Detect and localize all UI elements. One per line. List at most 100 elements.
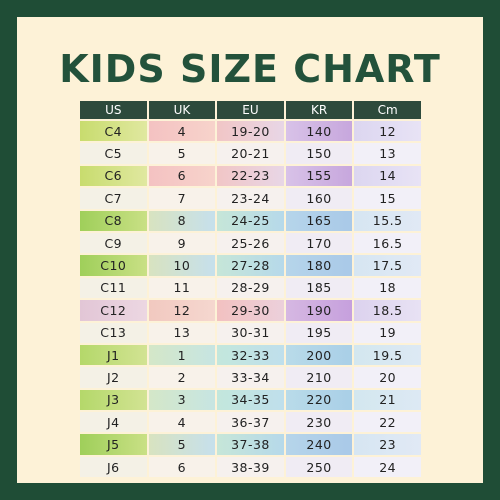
- cell-uk: 4: [148, 121, 216, 142]
- cell-uk: 2: [148, 367, 216, 388]
- cell-us: J5: [80, 434, 147, 455]
- page-title: KIDS SIZE CHART: [59, 47, 441, 91]
- cell-us: C8: [80, 210, 147, 231]
- cell-eu: 34-35: [217, 389, 284, 411]
- column-header-us: US: [80, 101, 147, 119]
- table-row: C7 7 23-24 160 15: [80, 188, 421, 209]
- cell-cm: 13: [354, 143, 421, 164]
- cell-eu: 22-23: [217, 165, 284, 187]
- cell-cm: 15.5: [354, 210, 421, 231]
- cell-cm: 18: [354, 277, 421, 299]
- table-row: C4 4 19-20 140 12: [80, 121, 421, 142]
- cell-cm: 15: [354, 188, 421, 209]
- cell-eu: 24-25: [217, 210, 284, 231]
- cell-kr: 170: [285, 232, 353, 254]
- cell-eu: 28-29: [217, 277, 284, 299]
- cell-kr: 250: [285, 456, 353, 478]
- cell-uk: 4: [148, 412, 216, 433]
- table-row: C11 11 28-29 185 18: [80, 277, 421, 299]
- cell-eu: 25-26: [217, 232, 284, 254]
- cell-eu: 38-39: [217, 456, 284, 478]
- table-row: C5 5 20-21 150 13: [80, 143, 421, 164]
- table-row: C10 10 27-28 180 17.5: [80, 255, 421, 276]
- cell-eu: 32-33: [217, 344, 284, 366]
- cell-kr: 180: [285, 255, 353, 276]
- cell-eu: 36-37: [217, 412, 284, 433]
- cell-us: C13: [80, 322, 147, 343]
- cell-kr: 155: [285, 165, 353, 187]
- cell-uk: 11: [148, 277, 216, 299]
- cell-kr: 185: [285, 277, 353, 299]
- cell-kr: 165: [285, 210, 353, 231]
- cell-kr: 150: [285, 143, 353, 164]
- cell-uk: 13: [148, 322, 216, 343]
- table-row: J4 4 36-37 230 22: [80, 412, 421, 433]
- cell-us: C12: [80, 300, 147, 321]
- cell-us: J2: [80, 367, 147, 388]
- cell-eu: 37-38: [217, 434, 284, 455]
- column-header-kr: KR: [285, 101, 353, 119]
- cell-us: J6: [80, 456, 147, 478]
- cell-cm: 18.5: [354, 300, 421, 321]
- cell-kr: 160: [285, 188, 353, 209]
- cell-eu: 33-34: [217, 367, 284, 388]
- cell-cm: 12: [354, 121, 421, 142]
- table-row: C6 6 22-23 155 14: [80, 165, 421, 187]
- column-header-uk: UK: [148, 101, 216, 119]
- column-header-cm: Cm: [354, 101, 421, 119]
- cell-us: C11: [80, 277, 147, 299]
- cell-eu: 20-21: [217, 143, 284, 164]
- cell-kr: 240: [285, 434, 353, 455]
- cell-us: J4: [80, 412, 147, 433]
- cell-kr: 210: [285, 367, 353, 388]
- cell-uk: 5: [148, 434, 216, 455]
- cell-cm: 16.5: [354, 232, 421, 254]
- table-row: J6 6 38-39 250 24: [80, 456, 421, 478]
- cell-kr: 140: [285, 121, 353, 142]
- table-row: C8 8 24-25 165 15.5: [80, 210, 421, 231]
- cell-cm: 19: [354, 322, 421, 343]
- cell-uk: 6: [148, 165, 216, 187]
- cell-us: J1: [80, 344, 147, 366]
- column-header-eu: EU: [217, 101, 284, 119]
- cell-uk: 7: [148, 188, 216, 209]
- table-row: J5 5 37-38 240 23: [80, 434, 421, 455]
- size-table-body: C4 4 19-20 140 12 C5 5 20-21 150 13 C6 6 22-23 155 14 C…: [80, 121, 421, 478]
- cell-cm: 23: [354, 434, 421, 455]
- cell-cm: 19.5: [354, 344, 421, 366]
- cell-uk: 3: [148, 389, 216, 411]
- cell-us: C7: [80, 188, 147, 209]
- cell-uk: 10: [148, 255, 216, 276]
- cell-kr: 200: [285, 344, 353, 366]
- cell-uk: 6: [148, 456, 216, 478]
- cell-eu: 19-20: [217, 121, 284, 142]
- cell-kr: 195: [285, 322, 353, 343]
- cell-cm: 20: [354, 367, 421, 388]
- cell-cm: 21: [354, 389, 421, 411]
- cell-cm: 14: [354, 165, 421, 187]
- cell-uk: 8: [148, 210, 216, 231]
- cell-eu: 27-28: [217, 255, 284, 276]
- cell-cm: 22: [354, 412, 421, 433]
- table-header-row: US UK EU KR Cm: [80, 101, 421, 119]
- cell-us: J3: [80, 389, 147, 411]
- cell-eu: 29-30: [217, 300, 284, 321]
- cell-us: C5: [80, 143, 147, 164]
- cell-kr: 190: [285, 300, 353, 321]
- cell-cm: 17.5: [354, 255, 421, 276]
- cell-cm: 24: [354, 456, 421, 478]
- cell-uk: 5: [148, 143, 216, 164]
- table-row: C12 12 29-30 190 18.5: [80, 300, 421, 321]
- table-row: C9 9 25-26 170 16.5: [80, 232, 421, 254]
- table-row: J2 2 33-34 210 20: [80, 367, 421, 388]
- cell-uk: 12: [148, 300, 216, 321]
- table-row: J1 1 32-33 200 19.5: [80, 344, 421, 366]
- cell-us: C9: [80, 232, 147, 254]
- table-row: J3 3 34-35 220 21: [80, 389, 421, 411]
- table-row: C13 13 30-31 195 19: [80, 322, 421, 343]
- cell-us: C4: [80, 121, 147, 142]
- cell-kr: 220: [285, 389, 353, 411]
- cell-kr: 230: [285, 412, 353, 433]
- size-table: US UK EU KR Cm C4 4 19-20 140 12 C5 5 20-21 150 1…: [78, 99, 423, 479]
- size-chart-card: KIDS SIZE CHART US UK EU KR Cm C4 4 19-20 1…: [17, 17, 483, 483]
